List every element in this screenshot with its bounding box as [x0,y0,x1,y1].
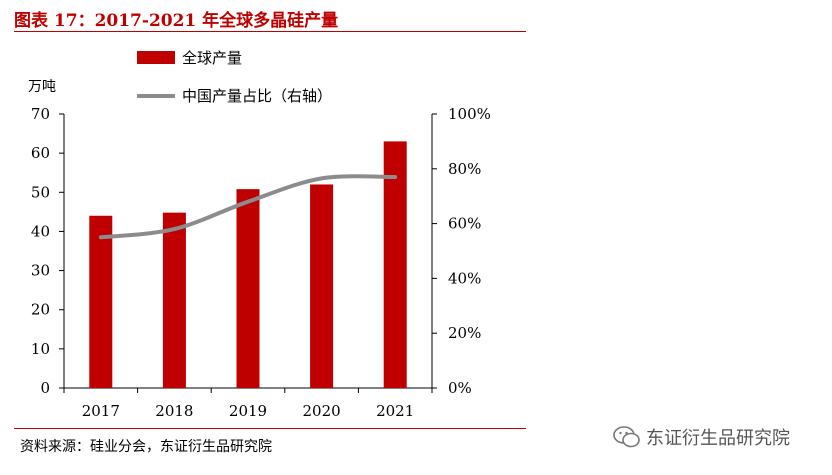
legend-label-line: 中国产量占比（右轴） [182,87,332,105]
y-axis-unit: 万吨 [28,79,56,95]
y2-tick-label: 100% [448,105,491,123]
bar [162,212,186,388]
watermark-text: 东证衍生品研究院 [646,428,790,449]
y2-tick-label: 20% [448,324,481,342]
x-tick-label: 2017 [82,402,120,420]
y2-tick-label: 0% [448,379,472,397]
source-rule [14,428,526,429]
bar [236,189,260,388]
bars [89,141,407,388]
y2-tick-label: 40% [448,269,481,287]
watermark: 东证衍生品研究院 [612,422,790,452]
bar [310,184,334,388]
x-tick-label: 2019 [229,402,267,420]
legend-swatch-bar [137,51,175,64]
line-series [98,174,398,240]
y-tick-label: 40 [31,222,50,240]
y-tick-label: 0 [40,379,50,397]
y-tick-label: 50 [31,183,50,201]
source-note: 资料来源：硅业分会，东证衍生品研究院 [20,439,272,455]
y2-tick-label: 60% [448,215,481,233]
x-tick-label: 2021 [376,402,414,420]
y-tick-label: 60 [31,144,50,162]
y-tick-label: 20 [31,301,50,319]
figure-title: 图表 17：2017-2021 年全球多晶硅产量 [14,11,339,31]
y-tick-label: 30 [31,262,50,280]
bar [383,141,407,388]
y-tick-label: 70 [31,105,50,123]
legend-label-bar: 全球产量 [182,49,242,67]
legend: 全球产量 中国产量占比（右轴） [137,49,332,105]
y2-tick-label: 80% [448,160,481,178]
x-tick-label: 2020 [303,402,341,420]
tick-labels: 0 10 20 30 40 50 60 70 0% 20% 40% 60% 80% 100% 2017 201… [31,105,491,420]
y-tick-label: 10 [31,340,50,358]
chart: 0 10 20 30 40 50 60 70 0% 20% 40% 60% 80% 100% 2017 201… [28,49,491,420]
wechat-icon [613,426,640,448]
bar [89,215,113,388]
x-tick-label: 2018 [155,402,193,420]
title-rule [14,31,526,32]
